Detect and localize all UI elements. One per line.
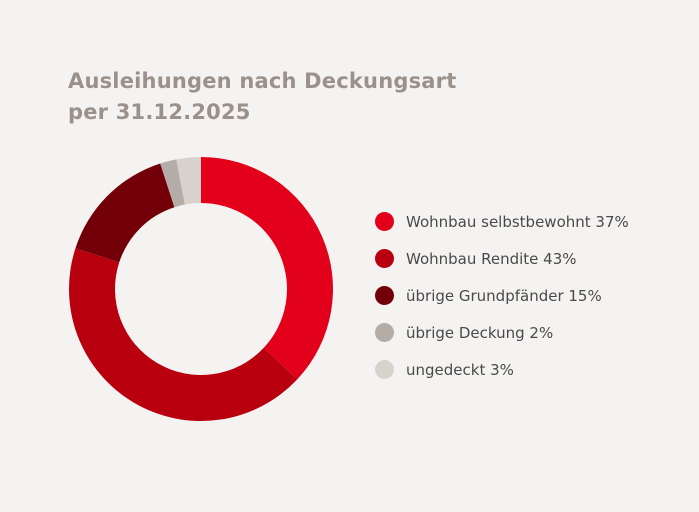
legend-swatch	[375, 360, 394, 379]
donut-slice-5	[176, 157, 201, 205]
donut-slice-2	[68, 248, 298, 422]
legend-swatch	[375, 323, 394, 342]
donut-slice-4	[160, 159, 185, 208]
legend-swatch	[375, 212, 394, 231]
legend-label: übrige Grundpfänder 15%	[406, 286, 602, 305]
chart-subtitle: per 31.12.2025	[68, 100, 251, 124]
legend-item: übrige Grundpfänder 15%	[375, 277, 629, 314]
donut-slice-3	[75, 163, 175, 263]
legend-label: ungedeckt 3%	[406, 360, 514, 379]
legend-item: übrige Deckung 2%	[375, 314, 629, 351]
donut-slice-1	[201, 157, 334, 380]
legend-item: ungedeckt 3%	[375, 351, 629, 388]
legend-label: Wohnbau selbstbewohnt 37%	[406, 212, 629, 231]
donut-chart	[68, 157, 334, 422]
legend-label: übrige Deckung 2%	[406, 323, 554, 342]
legend-item: Wohnbau Rendite 43%	[375, 240, 629, 277]
legend-label: Wohnbau Rendite 43%	[406, 249, 577, 268]
chart-legend: Wohnbau selbstbewohnt 37% Wohnbau Rendite…	[375, 203, 629, 388]
legend-swatch	[375, 249, 394, 268]
donut-slices	[68, 157, 334, 422]
legend-item: Wohnbau selbstbewohnt 37%	[375, 203, 629, 240]
chart-title-block: Ausleihungen nach Deckungsart per 31.12.…	[68, 66, 456, 128]
legend-swatch	[375, 286, 394, 305]
chart-title: Ausleihungen nach Deckungsart	[68, 69, 457, 93]
